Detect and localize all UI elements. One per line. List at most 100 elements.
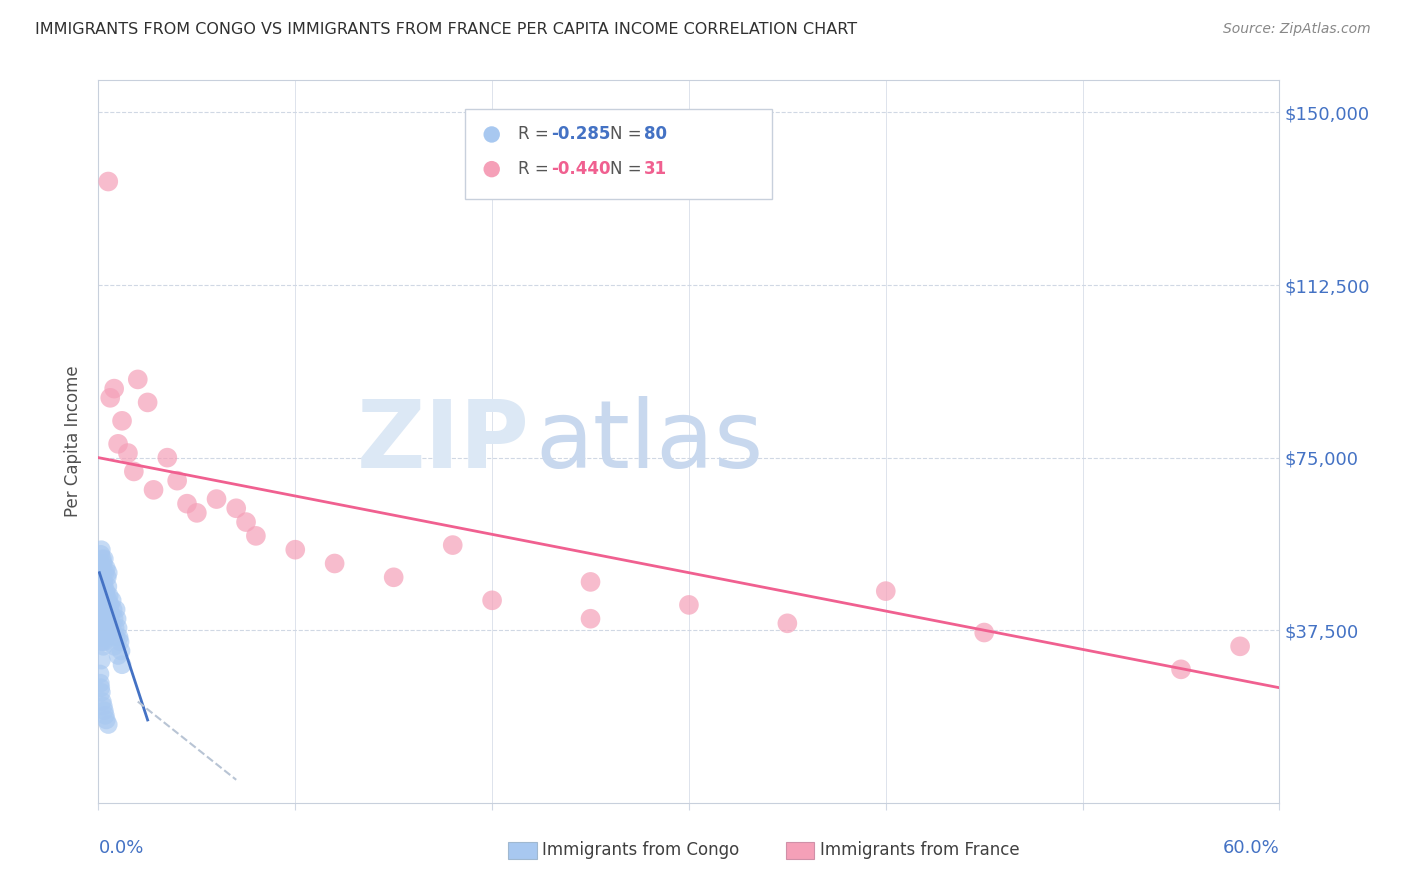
- Point: [96, 713, 118, 727]
- Point: [89, 621, 111, 635]
- Point: [96, 570, 118, 584]
- Point: [108, 630, 131, 644]
- Point: [91, 634, 114, 648]
- Point: [90, 570, 112, 584]
- Point: [91, 621, 114, 635]
- Point: [90, 602, 112, 616]
- Point: [225, 501, 247, 516]
- Text: N =: N =: [610, 161, 647, 178]
- Point: [89, 584, 111, 599]
- Point: [98, 625, 121, 640]
- FancyBboxPatch shape: [464, 109, 772, 200]
- Point: [89, 566, 111, 580]
- Point: [91, 552, 114, 566]
- Point: [98, 391, 121, 405]
- Point: [105, 630, 128, 644]
- Point: [94, 796, 117, 810]
- Point: [91, 561, 114, 575]
- Point: [166, 474, 188, 488]
- Point: [97, 566, 120, 580]
- Point: [93, 612, 115, 626]
- Point: [127, 372, 149, 386]
- Point: [90, 630, 112, 644]
- Point: [96, 616, 118, 631]
- Point: [875, 584, 897, 599]
- Point: [90, 685, 112, 699]
- Point: [97, 175, 120, 189]
- Text: -0.285: -0.285: [551, 126, 610, 144]
- FancyBboxPatch shape: [508, 842, 537, 859]
- Text: atlas: atlas: [536, 395, 763, 488]
- Point: [93, 699, 115, 714]
- Point: [93, 640, 115, 654]
- Point: [103, 602, 125, 616]
- Point: [156, 450, 179, 465]
- Text: Immigrants from France: Immigrants from France: [820, 841, 1019, 860]
- Point: [90, 542, 112, 557]
- Point: [94, 621, 117, 635]
- Point: [90, 574, 112, 589]
- Point: [441, 538, 464, 552]
- Point: [284, 542, 307, 557]
- Point: [94, 584, 117, 599]
- Point: [93, 704, 115, 718]
- Point: [89, 667, 111, 681]
- Point: [110, 644, 132, 658]
- Point: [93, 584, 115, 599]
- Point: [100, 607, 122, 621]
- Text: 0.0%: 0.0%: [98, 838, 143, 857]
- Text: Immigrants from Congo: Immigrants from Congo: [543, 841, 740, 860]
- Point: [186, 506, 208, 520]
- Point: [579, 574, 602, 589]
- Point: [678, 598, 700, 612]
- Text: -0.440: -0.440: [551, 161, 610, 178]
- Point: [94, 708, 117, 723]
- Text: 31: 31: [644, 161, 668, 178]
- Point: [91, 694, 114, 708]
- Text: Source: ZipAtlas.com: Source: ZipAtlas.com: [1223, 22, 1371, 37]
- Y-axis label: Per Capita Income: Per Capita Income: [65, 366, 83, 517]
- Point: [94, 796, 117, 810]
- Point: [90, 625, 112, 640]
- Point: [91, 566, 114, 580]
- Point: [101, 593, 124, 607]
- Point: [89, 557, 111, 571]
- Text: 60.0%: 60.0%: [1223, 838, 1279, 857]
- Point: [105, 612, 128, 626]
- Point: [235, 515, 257, 529]
- Point: [103, 640, 125, 654]
- Point: [90, 681, 112, 695]
- Point: [97, 580, 120, 594]
- Point: [89, 612, 111, 626]
- Point: [93, 580, 115, 594]
- Point: [90, 653, 112, 667]
- Text: N =: N =: [610, 126, 647, 144]
- Point: [205, 491, 228, 506]
- Point: [579, 612, 602, 626]
- Point: [93, 552, 115, 566]
- Point: [97, 593, 120, 607]
- Text: R =: R =: [517, 126, 554, 144]
- Point: [107, 648, 129, 663]
- Point: [323, 557, 346, 571]
- Point: [111, 414, 134, 428]
- Point: [107, 437, 129, 451]
- Point: [89, 630, 111, 644]
- Point: [104, 621, 127, 635]
- Point: [176, 497, 198, 511]
- Point: [107, 621, 129, 635]
- Point: [91, 607, 114, 621]
- Point: [97, 717, 120, 731]
- Point: [105, 602, 128, 616]
- Point: [93, 557, 115, 571]
- Point: [1229, 640, 1251, 654]
- Point: [98, 598, 121, 612]
- Point: [245, 529, 267, 543]
- Point: [1170, 662, 1192, 676]
- Point: [89, 593, 111, 607]
- Text: IMMIGRANTS FROM CONGO VS IMMIGRANTS FROM FRANCE PER CAPITA INCOME CORRELATION CH: IMMIGRANTS FROM CONGO VS IMMIGRANTS FROM…: [35, 22, 858, 37]
- Point: [117, 446, 139, 460]
- Point: [91, 580, 114, 594]
- Point: [94, 593, 117, 607]
- Point: [142, 483, 165, 497]
